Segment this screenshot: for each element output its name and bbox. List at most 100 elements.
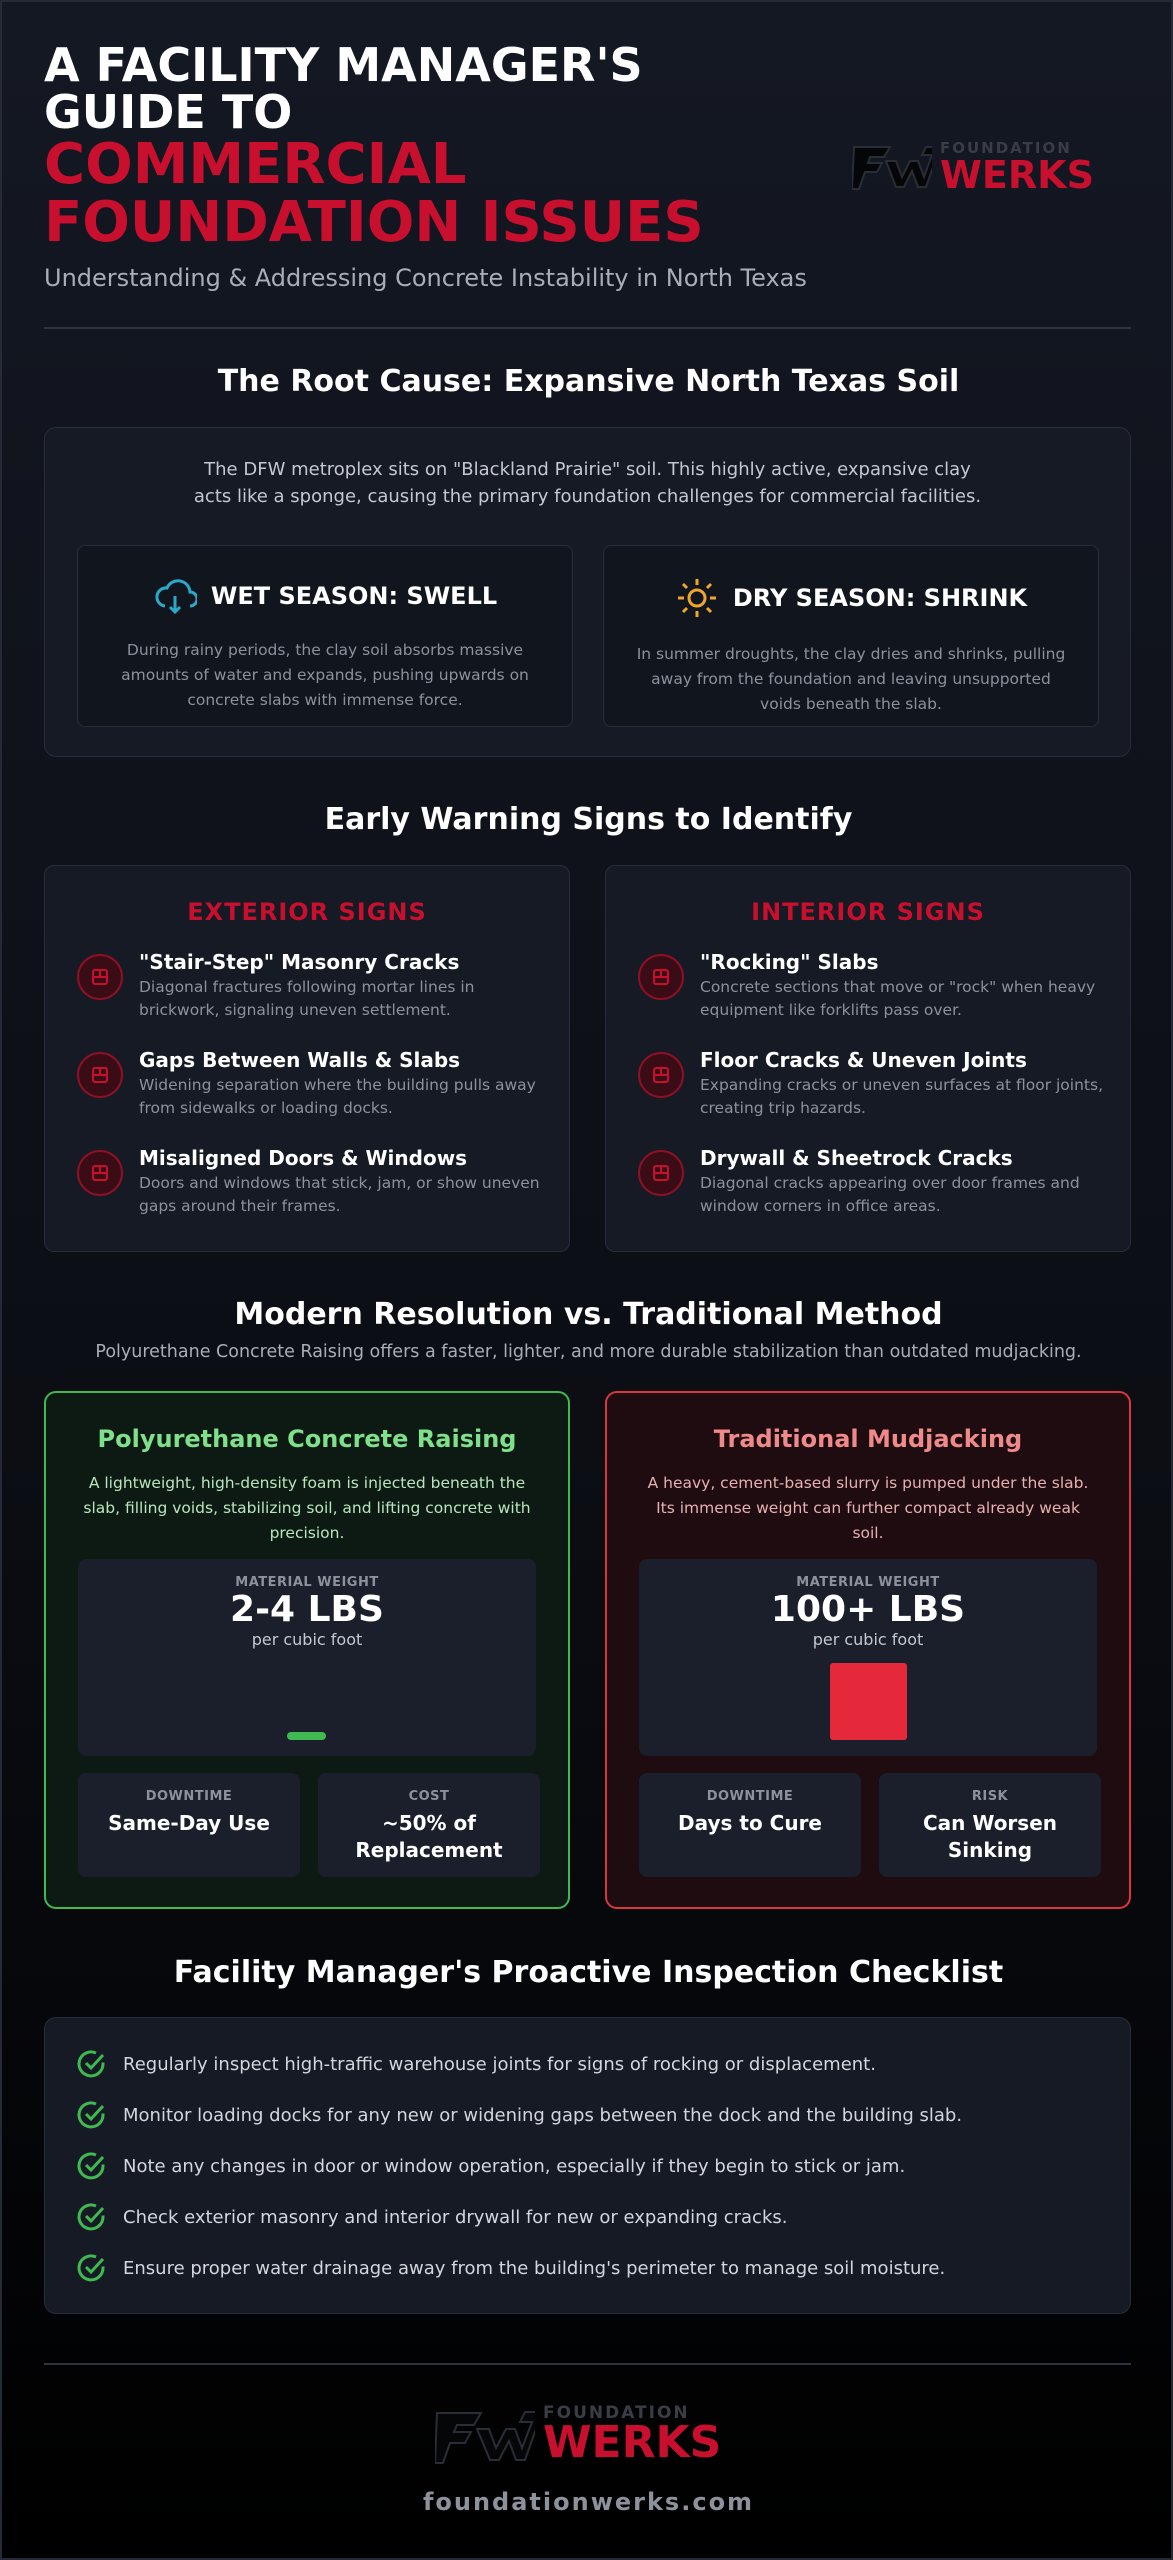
section-subtitle: Polyurethane Concrete Raising offers a f… (95, 1342, 1082, 1362)
season-card: WET SEASON: SWELL During rainy periods, … (77, 545, 573, 727)
method-desc: A lightweight, high-density foam is inje… (83, 1474, 531, 1542)
sign-desc: Expanding cracks or uneven surfaces at f… (700, 1076, 1103, 1117)
check (77, 2050, 105, 2078)
card-title: DRY SEASON: SHRINK (732, 584, 1028, 612)
check-text: Ensure proper water drainage away from t… (123, 2257, 946, 2279)
sign-item: "Rocking" Slabs Concrete sections that mo… (638, 950, 1110, 1022)
check-text: Monitor loading docks for any new or wid… (123, 2104, 963, 2126)
method-card: Traditional Mudjacking A heavy, cement-ba… (605, 1391, 1131, 1909)
root-intro: The DFW metroplex sits on "Blackland Pra… (193, 459, 982, 507)
weight-visual (830, 1663, 907, 1740)
check (77, 2203, 105, 2231)
subtitle: Understanding & Addressing Concrete Inst… (44, 264, 807, 292)
weight-box: MATERIAL WEIGHT 2-4 LBS per cubic foot (78, 1559, 536, 1756)
sign-item: Drywall & Sheetrock Cracks Diagonal crack… (638, 1146, 1110, 1218)
sign-title: Floor Cracks & Uneven Joints (700, 1048, 1027, 1072)
weight-label: MATERIAL WEIGHT (796, 1575, 940, 1590)
check (77, 2152, 105, 2180)
glyph (92, 1165, 108, 1181)
checklist-item: Regularly inspect high-traffic warehouse… (75, 2048, 876, 2080)
checklist-box: Regularly inspect high-traffic warehouse… (44, 2017, 1131, 2314)
sign-title: Misaligned Doors & Windows (139, 1146, 468, 1170)
glyph (653, 969, 669, 985)
check-text: Regularly inspect high-traffic warehouse… (123, 2053, 876, 2075)
sun-icon (677, 579, 716, 617)
column-title: INTERIOR SIGNS (751, 898, 985, 926)
sign-item: Misaligned Doors & Windows Doors and wind… (77, 1146, 549, 1218)
sign-text: Gaps Between Walls & Slabs Widening separ… (139, 1048, 549, 1120)
sign-text: "Rocking" Slabs Concrete sections that mo… (700, 950, 1110, 1022)
sign-item: "Stair-Step" Masonry Cracks Diagonal frac… (77, 950, 549, 1022)
footer-logo: FOUNDATION WERKS (435, 2405, 721, 2465)
method-desc: A heavy, cement-based slurry is pumped u… (647, 1474, 1089, 1542)
sign-text: Misaligned Doors & Windows Doors and wind… (139, 1146, 549, 1218)
glyph (92, 969, 108, 985)
sign-desc: Concrete sections that move or "rock" wh… (700, 978, 1096, 1019)
section-heading: The Root Cause: Expansive North Texas So… (217, 364, 960, 399)
logo-mark (435, 2411, 535, 2464)
check-text: Check exterior masonry and interior dryw… (123, 2206, 788, 2228)
footer-url: foundationwerks.com (422, 2488, 755, 2516)
sign-title: "Rocking" Slabs (700, 950, 879, 974)
sign-text: Drywall & Sheetrock Cracks Diagonal crack… (700, 1146, 1110, 1218)
divider (44, 2363, 1131, 2365)
title-line2: COMMERCIAL FOUNDATION ISSUES (44, 132, 704, 255)
logo-bottom: WERKS (543, 2417, 722, 2468)
stat-box: DOWNTIME Same-Day Use (78, 1773, 300, 1877)
root-cause-box: The DFW metroplex sits on "Blackland Pra… (44, 427, 1131, 757)
stat-value: Same-Day Use (108, 1811, 270, 1835)
sign-icon (638, 1150, 684, 1196)
rain-icon (155, 579, 197, 615)
check (77, 2254, 105, 2282)
checklist-item: Check exterior masonry and interior dryw… (75, 2201, 787, 2233)
weight-unit: per cubic foot (251, 1630, 363, 1649)
stat-box: RISK Can Worsen Sinking (879, 1773, 1101, 1877)
method-card: Polyurethane Concrete Raising A lightweig… (44, 1391, 570, 1909)
signs-column: INTERIOR SIGNS "Rocking" Slabs Concrete se… (605, 865, 1131, 1252)
weight-box: MATERIAL WEIGHT 100+ LBS per cubic foot (639, 1559, 1097, 1756)
column-title: EXTERIOR SIGNS (187, 898, 427, 926)
weight-visual (287, 1732, 326, 1740)
method-title: Polyurethane Concrete Raising (97, 1425, 517, 1453)
weight-value: 100+ LBS (770, 1589, 966, 1630)
stat-label: DOWNTIME (706, 1789, 794, 1804)
section-heading: Facility Manager's Proactive Inspection … (173, 1955, 1004, 1990)
sign-desc: Doors and windows that stick, jam, or sh… (139, 1174, 540, 1215)
sign-title: Drywall & Sheetrock Cracks (700, 1146, 1013, 1170)
sign-item: Gaps Between Walls & Slabs Widening separ… (77, 1048, 549, 1120)
stat-label: RISK (971, 1789, 1009, 1804)
check-icon (75, 2099, 107, 2131)
sign-desc: Widening separation where the building p… (139, 1076, 536, 1117)
check-icon (75, 2252, 107, 2284)
stat-label: DOWNTIME (145, 1789, 233, 1804)
signs-column: EXTERIOR SIGNS "Stair-Step" Masonry Crack… (44, 865, 570, 1252)
sign-icon (77, 954, 123, 1000)
warning-columns: EXTERIOR SIGNS "Stair-Step" Masonry Crack… (44, 865, 1131, 1252)
check-icon (75, 2201, 107, 2233)
sign-title: "Stair-Step" Masonry Cracks (139, 950, 460, 974)
stat-box: COST ~50% of Replacement (318, 1773, 540, 1877)
checklist-item: Monitor loading docks for any new or wid… (75, 2099, 962, 2131)
card-text: During rainy periods, the clay soil abso… (121, 641, 529, 709)
checklist-item: Note any changes in door or window opera… (75, 2150, 905, 2182)
divider (44, 327, 1131, 329)
weight-value: 2-4 LBS (230, 1589, 384, 1630)
logo-bottom: WERKS (940, 153, 1094, 197)
glyph (653, 1067, 669, 1083)
check-icon (75, 2150, 107, 2182)
checklist-item: Ensure proper water drainage away from t… (75, 2252, 945, 2284)
stat-value: ~50% of Replacement (355, 1811, 503, 1862)
sign-icon (638, 1052, 684, 1098)
weight-label: MATERIAL WEIGHT (235, 1575, 379, 1590)
check-icon (75, 2048, 107, 2080)
sign-desc: Diagonal cracks appearing over door fram… (700, 1174, 1080, 1215)
sign-desc: Diagonal fractures following mortar line… (139, 978, 475, 1019)
glyph (92, 1067, 108, 1083)
sign-text: Floor Cracks & Uneven Joints Expanding cr… (700, 1048, 1110, 1120)
check-text: Note any changes in door or window opera… (123, 2155, 906, 2177)
sign-text: "Stair-Step" Masonry Cracks Diagonal frac… (139, 950, 549, 1022)
logo-top: FOUNDATION (940, 139, 1072, 157)
season-card: DRY SEASON: SHRINK In summer droughts, t… (603, 545, 1099, 727)
title-line1: A FACILITY MANAGER'S GUIDE TO (44, 38, 643, 139)
